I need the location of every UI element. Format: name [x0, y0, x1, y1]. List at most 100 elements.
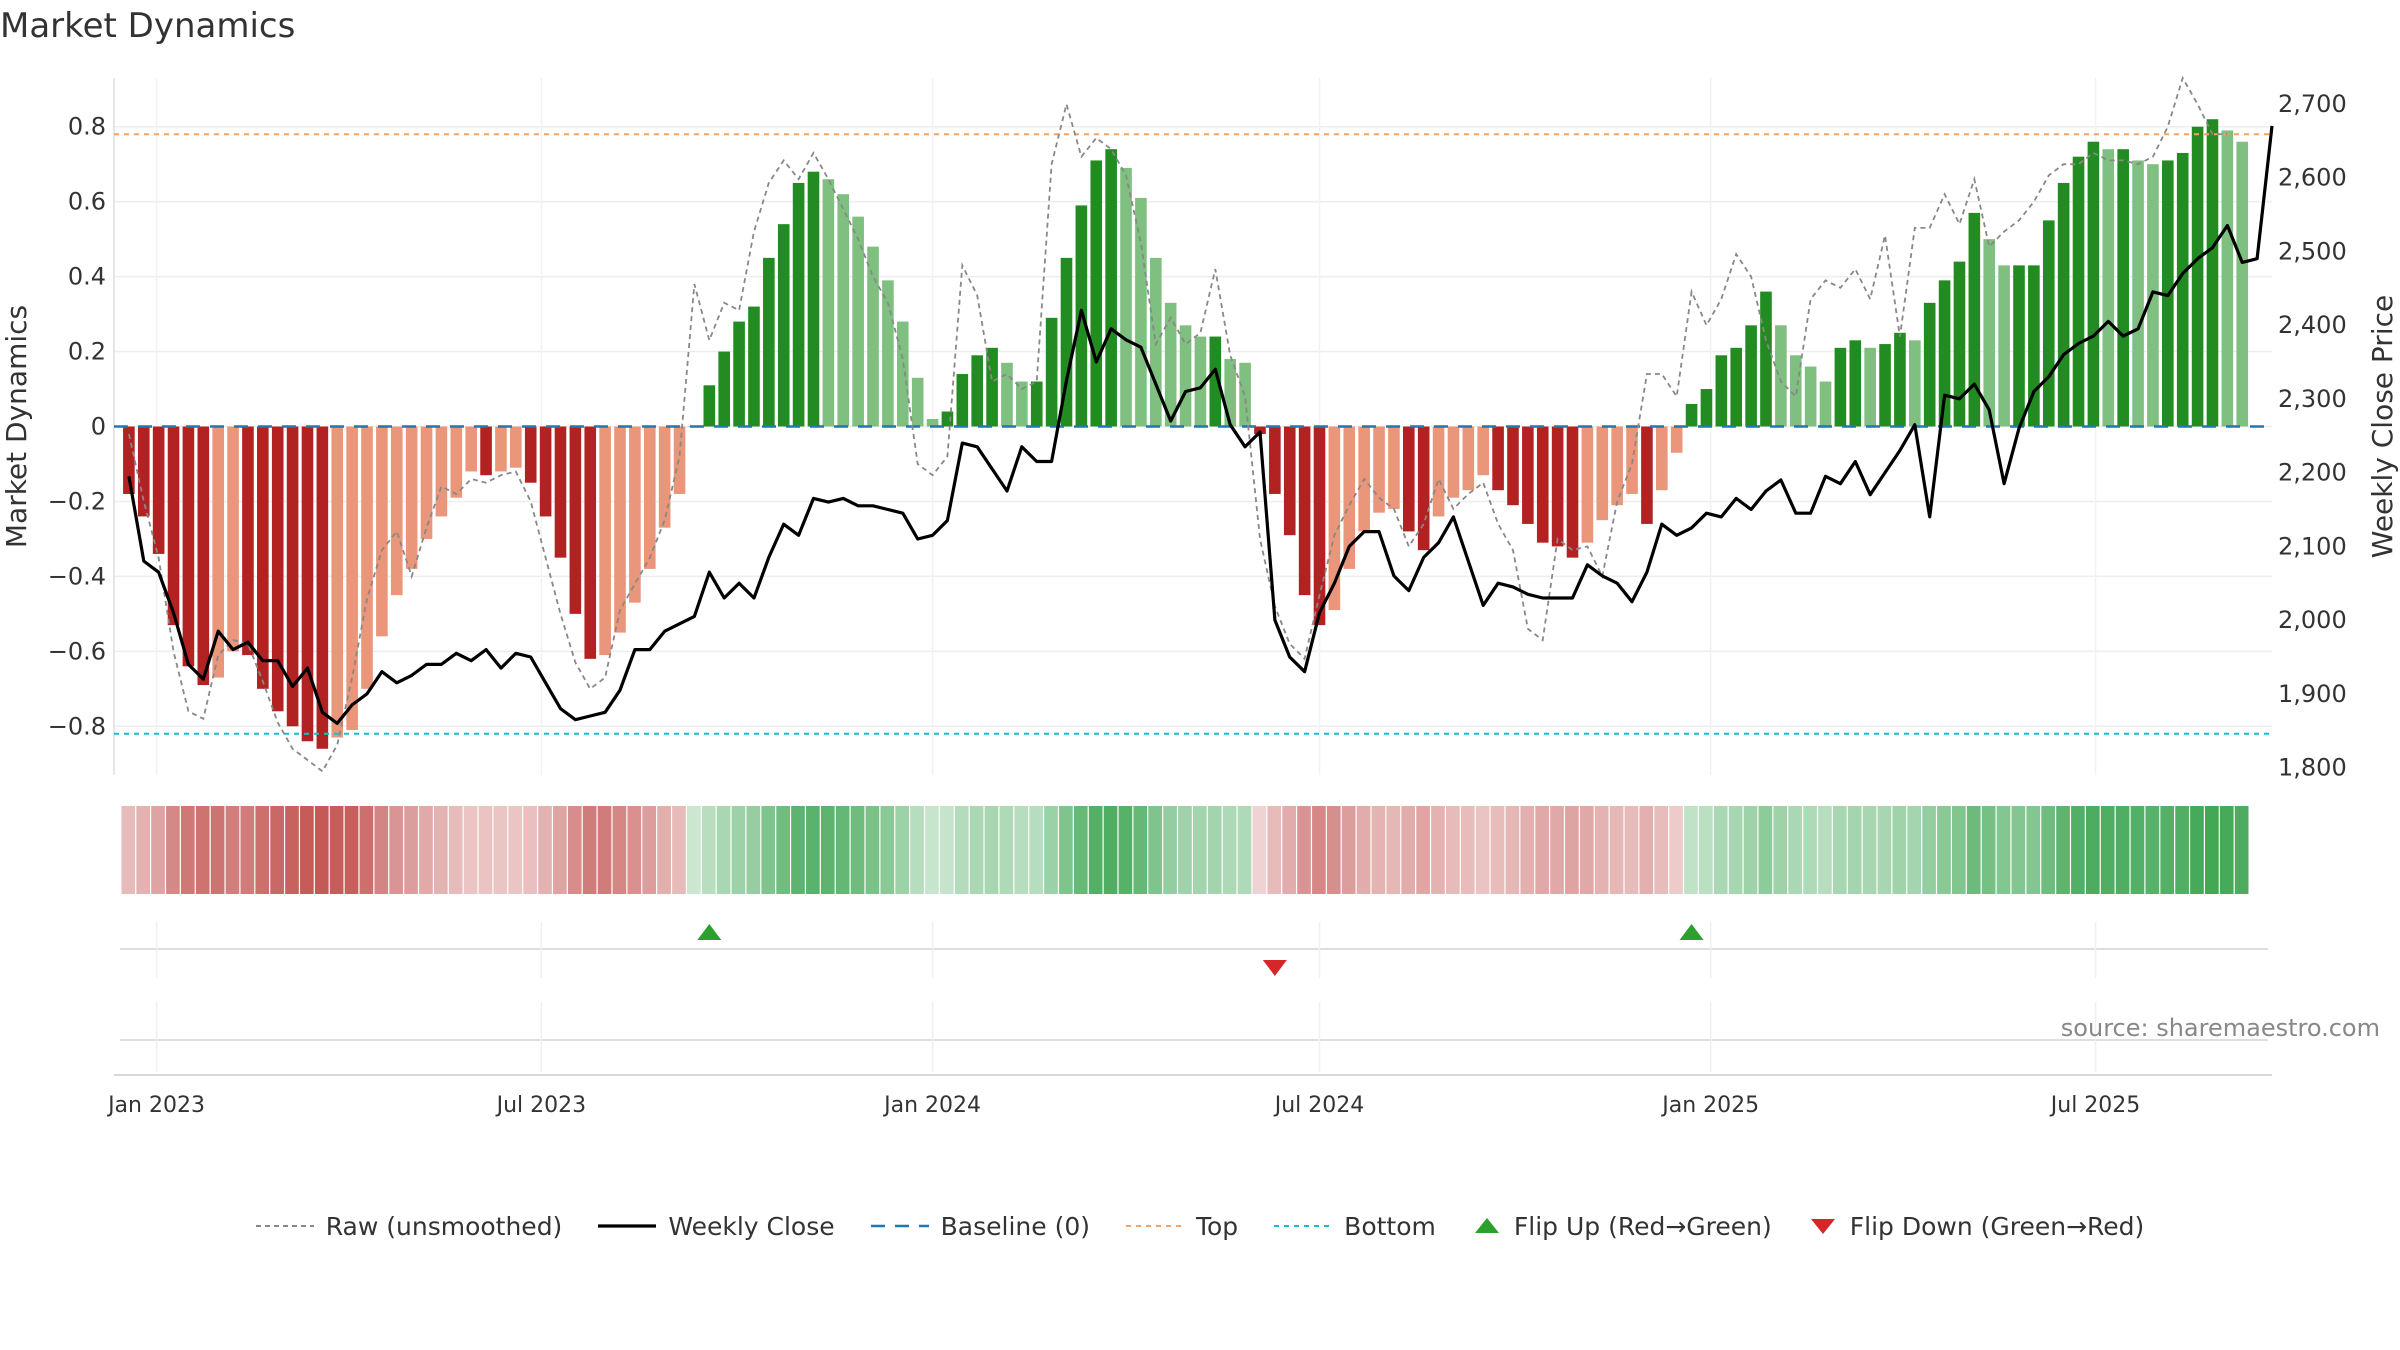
regime-strip-cell: [2100, 806, 2115, 894]
momentum-bar: [1730, 347, 1743, 427]
regime-strip-cell: [1029, 806, 1043, 894]
momentum-bar: [584, 426, 597, 659]
regime-strip-cell: [1059, 806, 1073, 894]
regime-strip-cell: [493, 806, 508, 894]
y-tick-label: 0.2: [68, 338, 106, 366]
regime-strip-cell: [2071, 806, 2085, 894]
regime-strip-cell: [1490, 806, 1505, 894]
regime-strip-cell: [1862, 806, 1877, 894]
momentum-bar: [718, 351, 730, 427]
regime-strip-cell: [1550, 806, 1564, 894]
legend-item-top: Top: [1125, 1212, 1238, 1241]
regime-strip-cell: [1609, 806, 1624, 894]
momentum-bar: [271, 426, 284, 712]
regime-strip-cell: [1014, 806, 1029, 894]
regime-strip-cell: [895, 806, 910, 894]
momentum-bar: [2206, 119, 2219, 427]
momentum-bar: [1045, 317, 1058, 427]
regime-strip-cell: [448, 806, 463, 894]
momentum-bar: [1700, 389, 1713, 427]
regime-strip-cell: [1103, 806, 1118, 894]
momentum-bar: [2102, 149, 2115, 427]
regime-strip-cell: [1832, 806, 1847, 894]
regime-strip-cell: [1073, 806, 1088, 894]
regime-strip-cell: [1907, 806, 1922, 894]
regime-strip-cell: [2160, 806, 2175, 894]
momentum-bar: [1001, 362, 1013, 427]
momentum-bar: [1775, 325, 1787, 427]
momentum-bar: [1298, 426, 1311, 596]
y2-tick-label: 2,300: [2278, 385, 2347, 413]
regime-strip-cell: [880, 806, 895, 894]
momentum-bar: [465, 426, 477, 472]
momentum-bar: [1477, 426, 1490, 476]
momentum-bar: [1254, 426, 1266, 434]
regime-strip-cell: [1788, 806, 1802, 894]
regime-strip-cell: [538, 806, 552, 894]
momentum-bar: [911, 377, 924, 427]
regime-strip-cell: [1773, 806, 1788, 894]
regime-strip-cell: [389, 806, 404, 894]
momentum-bar: [1536, 426, 1549, 543]
momentum-bar: [137, 426, 150, 517]
regime-strip-cell: [1118, 806, 1133, 894]
regime-strip-cell: [2205, 806, 2219, 894]
momentum-bar: [1447, 426, 1460, 498]
momentum-bar: [733, 321, 745, 427]
momentum-bar: [703, 385, 716, 427]
momentum-bar: [2132, 160, 2144, 427]
regime-strip-cell: [1594, 806, 1609, 894]
momentum-bar: [2221, 130, 2234, 427]
momentum-bar: [1656, 426, 1668, 491]
momentum-bar: [1923, 302, 1936, 427]
momentum-bar: [1388, 426, 1400, 509]
regime-strip-cell: [1386, 806, 1401, 894]
momentum-bar: [2176, 152, 2189, 427]
x-tick-label: Jan 2023: [106, 1093, 205, 1118]
y2-tick-label: 2,500: [2278, 237, 2347, 265]
regime-strip-cell: [2175, 806, 2189, 894]
regime-strip-cell: [2130, 806, 2145, 894]
y2-tick-label: 2,700: [2278, 90, 2347, 118]
legend-swatch: [255, 1216, 314, 1236]
regime-strip-cell: [1892, 806, 1907, 894]
regime-strip-cell: [359, 806, 374, 894]
regime-strip-cell: [716, 806, 731, 894]
momentum-bar: [837, 194, 850, 427]
regime-strip-cell: [776, 806, 790, 894]
momentum-bar: [257, 426, 269, 689]
regime-strip-cell: [1579, 806, 1594, 894]
legend-item-baseline: Baseline (0): [870, 1212, 1090, 1241]
legend-label: Bottom: [1344, 1211, 1436, 1241]
momentum-bar: [390, 426, 403, 596]
regime-strip-cell: [1446, 806, 1460, 894]
flip-down-icon: [1262, 960, 1287, 976]
regime-strip-cell: [701, 806, 716, 894]
regime-strip-cell: [1505, 806, 1520, 894]
momentum-bar: [286, 426, 299, 727]
x-tick-label: Jul 2024: [1273, 1093, 1365, 1118]
momentum-bar: [242, 426, 254, 656]
regime-strip-cell: [121, 806, 136, 894]
regime-strip-cell: [1267, 806, 1282, 894]
momentum-bar: [1566, 426, 1579, 558]
regime-strip-cell: [1743, 806, 1758, 894]
regime-strip-cell: [404, 806, 418, 894]
momentum-bar: [1090, 160, 1103, 427]
y2-tick-label: 1,800: [2278, 754, 2347, 782]
momentum-bar: [2072, 156, 2085, 427]
regime-strip-cell: [686, 806, 701, 894]
regime-strip-cell: [1803, 806, 1817, 894]
y2-tick-label: 2,600: [2278, 164, 2347, 192]
source-label: source: sharemaestro.com: [2060, 1014, 2380, 1042]
momentum-bar: [182, 426, 195, 667]
momentum-bar: [1030, 381, 1043, 427]
momentum-bar: [2028, 265, 2040, 427]
regime-strip-cell: [1193, 806, 1207, 894]
legend-swatch: [1274, 1216, 1333, 1236]
momentum-bar: [614, 426, 626, 633]
momentum-bar: [2236, 141, 2249, 427]
momentum-bar: [1968, 212, 1981, 427]
flip-down-icon: [1808, 1216, 1838, 1236]
regime-strip-cell: [180, 806, 195, 894]
